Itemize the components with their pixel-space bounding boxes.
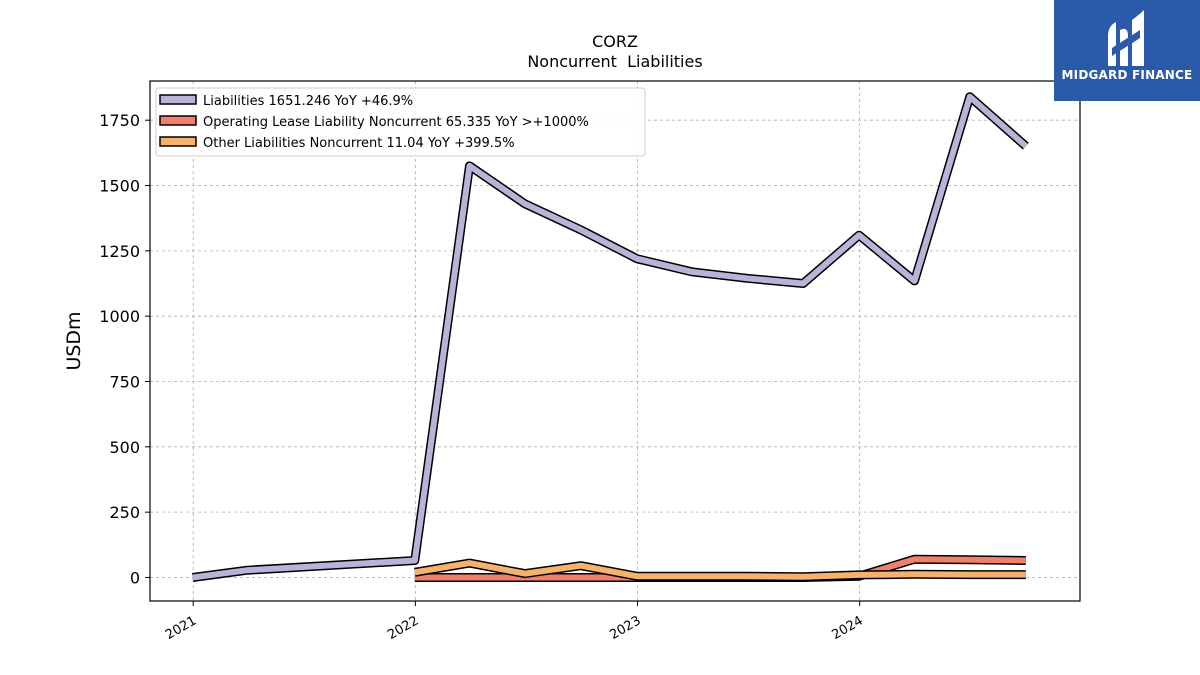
legend-label-2: Other Liabilities Noncurrent 11.04 YoY +… bbox=[203, 136, 515, 151]
chart-subtitle: Noncurrent Liabilities bbox=[527, 52, 702, 71]
legend-swatch-1 bbox=[159, 115, 197, 126]
y-axis: 0 250 500 750 1000 1250 1500 1750 bbox=[99, 111, 150, 587]
brand-logo: MIDGARD FINANCE bbox=[1054, 0, 1200, 101]
brand-name: MIDGARD FINANCE bbox=[1061, 68, 1193, 82]
series-line-0 bbox=[192, 93, 1028, 581]
midgard-logo-icon bbox=[1108, 10, 1144, 66]
x-tick-label: 2024 bbox=[830, 613, 866, 643]
y-tick-label: 500 bbox=[109, 438, 140, 457]
plot-frame bbox=[149, 80, 1081, 602]
legend-swatch-0 bbox=[159, 94, 197, 105]
y-tick-label: 250 bbox=[109, 503, 140, 522]
y-tick-label: 1250 bbox=[99, 242, 140, 261]
series-outline-0 bbox=[192, 92, 1029, 582]
y-tick-label: 1500 bbox=[99, 177, 140, 196]
y-axis-label: USDm bbox=[63, 311, 85, 370]
legend-label-1: Operating Lease Liability Noncurrent 65.… bbox=[203, 115, 589, 130]
y-tick-label: 1000 bbox=[99, 307, 140, 326]
x-tick-label: 2021 bbox=[163, 613, 199, 643]
legend-label-0: Liabilities 1651.246 YoY +46.9% bbox=[203, 94, 413, 109]
y-tick-label: 750 bbox=[109, 373, 140, 392]
legend-swatch-2 bbox=[159, 136, 197, 147]
chart-title: CORZ bbox=[592, 32, 638, 51]
series-line-2 bbox=[414, 560, 1026, 580]
legend-box bbox=[155, 87, 646, 157]
y-tick-label: 1750 bbox=[99, 111, 140, 130]
grid-lines bbox=[150, 81, 1080, 601]
x-tick-label: 2022 bbox=[385, 613, 421, 643]
legend: Liabilities 1651.246 YoY +46.9% Operating… bbox=[155, 87, 646, 157]
series-lines bbox=[192, 92, 1029, 582]
y-tick-label: 0 bbox=[130, 568, 140, 587]
x-axis: 2021 2022 2023 2024 bbox=[163, 601, 866, 643]
x-tick-label: 2023 bbox=[607, 613, 643, 643]
